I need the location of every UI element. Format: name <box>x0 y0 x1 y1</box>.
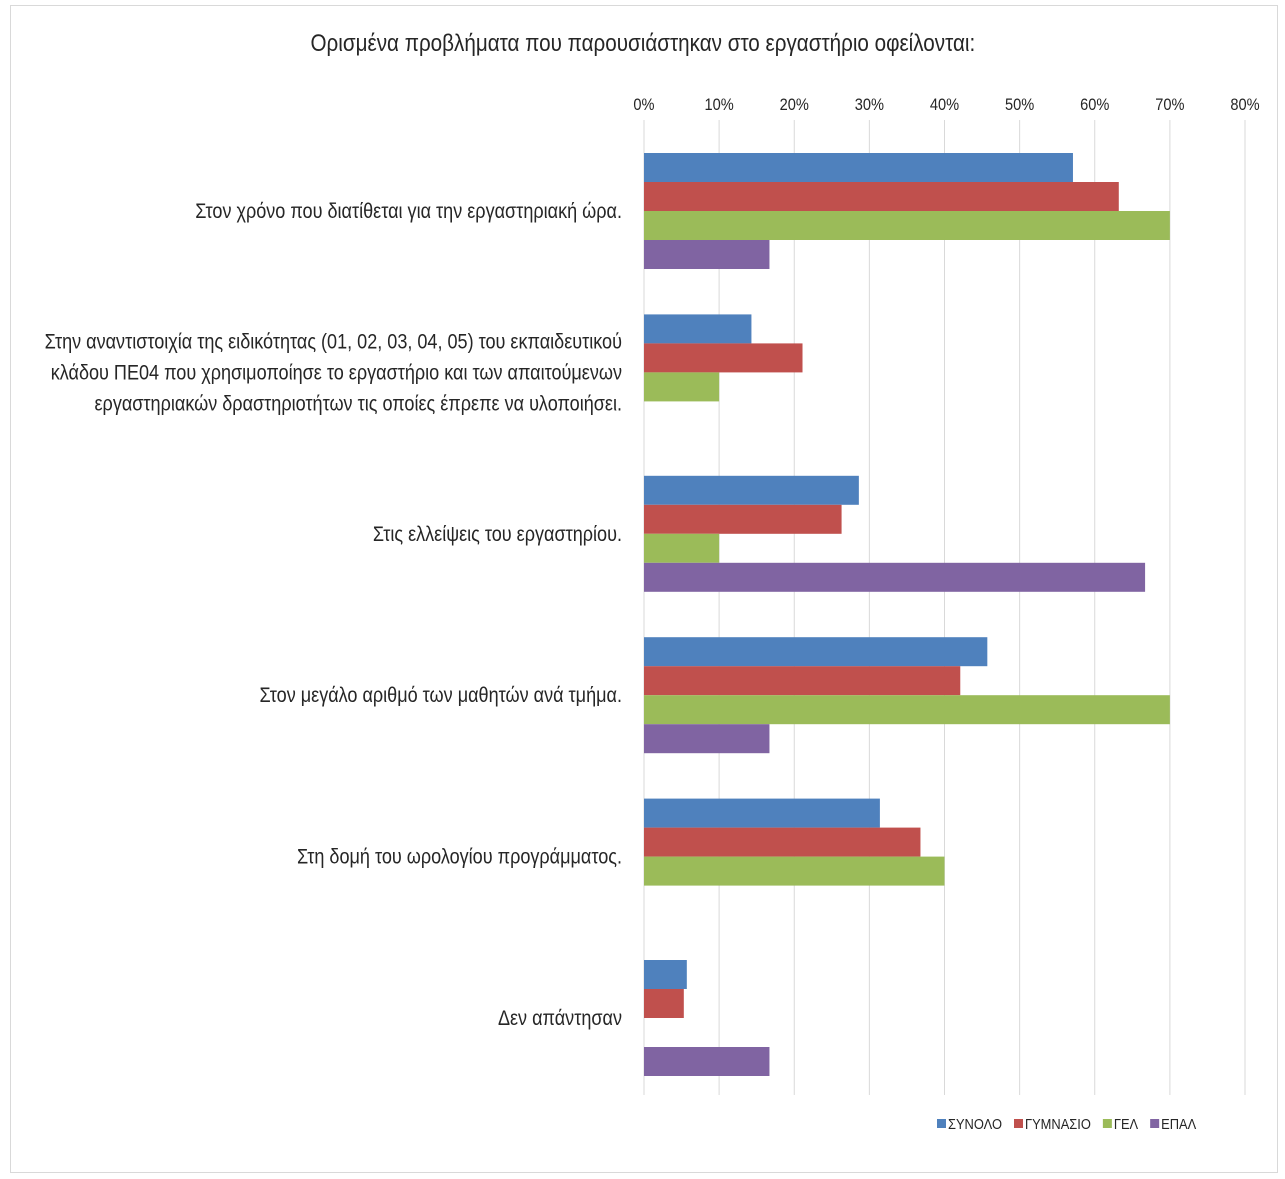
bar <box>644 314 752 344</box>
chart-title: Ορισμένα προβλήματα που παρουσιάστηκαν σ… <box>310 30 976 57</box>
x-tick-label: 0% <box>633 96 654 114</box>
legend-swatch <box>1102 1119 1112 1128</box>
bar <box>644 989 684 1018</box>
legend-swatch <box>1014 1119 1024 1128</box>
bar <box>644 475 859 505</box>
bar <box>644 827 921 857</box>
x-tick-label: 10% <box>705 96 734 114</box>
x-tick-label: 60% <box>1080 96 1109 114</box>
bar <box>644 1047 770 1076</box>
bar <box>644 504 842 534</box>
category-label: Στην αναντιστοιχία της ειδικότητας (01, … <box>45 330 622 354</box>
legend-label: ΓΕΛ <box>1114 1115 1139 1132</box>
bar <box>644 798 880 828</box>
bar <box>644 240 770 269</box>
legend-label: ΕΠΑΛ <box>1161 1115 1197 1132</box>
bar <box>644 343 803 373</box>
bar <box>644 562 1146 592</box>
bar <box>644 724 770 754</box>
bar <box>644 372 720 402</box>
category-label: Στη δομή του ωρολογίου προγράμματος. <box>297 845 622 869</box>
bar <box>644 637 988 667</box>
bar <box>644 856 945 886</box>
bar <box>644 153 1073 182</box>
category-label: Στον μεγάλο αριθμό των μαθητών ανά τμήμα… <box>260 684 622 708</box>
bar <box>644 666 961 696</box>
x-tick-label: 80% <box>1230 96 1259 114</box>
bar <box>644 182 1119 211</box>
legend-swatch <box>1150 1119 1160 1128</box>
bar <box>644 211 1170 240</box>
x-tick-label: 70% <box>1155 96 1184 114</box>
bar <box>644 695 1170 725</box>
bar <box>644 960 687 989</box>
legend-swatch <box>937 1119 946 1128</box>
legend-label: ΓΥΜΝΑΣΙΟ <box>1025 1115 1091 1132</box>
legend-label: ΣΥΝΟΛΟ <box>948 1115 1002 1132</box>
x-tick-label: 40% <box>930 96 959 114</box>
category-label: Στον χρόνο που διατίθεται για την εργαστ… <box>195 200 622 224</box>
x-tick-label: 30% <box>855 96 884 114</box>
bar <box>644 533 720 563</box>
category-label: Δεν απάντησαν <box>498 1007 622 1031</box>
x-tick-label: 50% <box>1005 96 1034 114</box>
category-label: κλάδου ΠΕ04 που χρησιμοποίησε το εργαστή… <box>51 361 622 385</box>
x-tick-label: 20% <box>780 96 809 114</box>
category-label: εργαστηριακών δραστηριοτήτων τις οποίες … <box>95 392 622 416</box>
category-label: Στις ελλείψεις του εργαστηρίου. <box>373 523 622 547</box>
